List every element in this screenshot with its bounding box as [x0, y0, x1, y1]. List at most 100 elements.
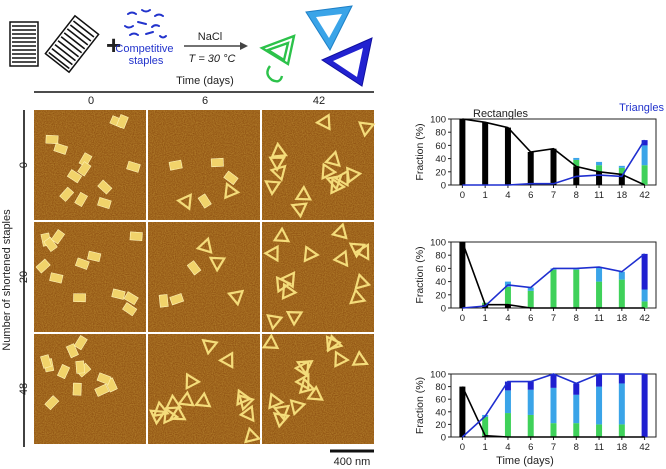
- y-tick-label: 40: [435, 154, 446, 165]
- bar-segment-1: [550, 148, 557, 185]
- temperature-label: T = 30 °C: [189, 53, 236, 65]
- x-tick-label: 0: [460, 313, 465, 324]
- competitive-staples-line-2: staples: [129, 55, 164, 67]
- salt-label: NaCl: [198, 31, 222, 43]
- trend-line-2: [461, 373, 645, 438]
- column-label-6: 6: [202, 95, 208, 107]
- afm-image-r2-c0: [34, 334, 146, 444]
- bar-segment-2: [641, 301, 648, 308]
- bar-segment-2: [596, 165, 603, 172]
- bar-segment-4: [641, 374, 648, 437]
- bar-segment-4: [527, 381, 534, 390]
- x-tick-label: 7: [551, 190, 556, 201]
- bar-segment-3: [550, 387, 557, 424]
- y-tick-label: 80: [435, 251, 446, 262]
- bar-segment-4: [641, 253, 648, 290]
- y-tick-label: 100: [430, 238, 446, 249]
- rectangles-annotation: Rectangles: [473, 108, 529, 120]
- x-tick-label: 18: [617, 190, 628, 201]
- x-tick-label: 18: [617, 313, 628, 324]
- y-tick-label: 0: [441, 181, 446, 192]
- y-tick-label: 80: [435, 382, 446, 393]
- bar-segment-4: [504, 381, 511, 391]
- afm-image-r2-c1: [148, 334, 262, 444]
- bar-segment-1: [459, 242, 466, 308]
- x-tick-label: 6: [528, 313, 533, 324]
- y-tick-label: 0: [441, 304, 446, 315]
- x-tick-label: 6: [528, 442, 533, 453]
- y-tick-label: 60: [435, 141, 446, 152]
- bar-segment-3: [618, 165, 625, 168]
- bar-segment-3: [618, 271, 625, 280]
- trend-line-1: [462, 118, 645, 186]
- bar-segment-2: [596, 281, 603, 308]
- bar-segment-2: [618, 424, 625, 437]
- bar-segment-3: [641, 289, 648, 302]
- y-tick-label: 80: [435, 128, 446, 139]
- bar-segment-2: [482, 416, 489, 436]
- bar-segment-2: [618, 167, 625, 175]
- x-tick-label: 8: [574, 190, 579, 201]
- bar-segment-3: [527, 287, 534, 291]
- bar-segment-2: [618, 279, 625, 308]
- bar-segment-3: [596, 267, 603, 282]
- x-tick-label: 4: [505, 442, 510, 453]
- bar-segment-2: [641, 165, 648, 185]
- x-tick-label: 11: [594, 442, 604, 453]
- x-tick-label: 8: [574, 442, 579, 453]
- trend-line-1: [461, 241, 645, 309]
- bar-segment-3: [573, 157, 580, 160]
- bar-segment-3: [527, 389, 534, 415]
- green-folding-triangle-icon: [259, 34, 296, 83]
- x-tick-label: 1: [483, 313, 488, 324]
- chart-x-axis-label: Time (days): [496, 455, 554, 467]
- y-tick-label: 20: [435, 290, 446, 301]
- y-tick-label: 0: [441, 433, 446, 444]
- rotated-rectangle-origami-icon: [44, 14, 100, 74]
- bar-segment-4: [618, 374, 625, 384]
- bar-segment-2: [504, 413, 511, 437]
- row-label-0: 0: [18, 162, 30, 168]
- x-tick-label: 0: [460, 190, 465, 201]
- bar-segment-3: [504, 390, 511, 414]
- y-tick-label: 100: [430, 115, 446, 126]
- trend-line-1: [461, 386, 645, 438]
- x-tick-label: 6: [528, 190, 533, 201]
- x-tick-label: 4: [505, 313, 510, 324]
- afm-image-r0-c2: [262, 110, 376, 220]
- afm-image-r0-c1: [148, 110, 260, 220]
- light-blue-triangle-icon: [305, 5, 353, 52]
- x-tick-label: 1: [483, 442, 488, 453]
- bar-segment-4: [596, 374, 603, 387]
- x-tick-label: 42: [639, 190, 650, 201]
- afm-image-r1-c2: [262, 222, 374, 332]
- bar-segment-3: [641, 145, 648, 166]
- x-tick-label: 11: [594, 190, 604, 201]
- time-header: Time (days): [176, 75, 234, 87]
- afm-image-r2-c2: [261, 333, 374, 444]
- bar-segment-1: [459, 119, 466, 185]
- bar-segment-2: [550, 269, 557, 308]
- x-tick-label: 8: [574, 313, 579, 324]
- x-tick-label: 0: [460, 442, 465, 453]
- bar-segment-1: [527, 152, 534, 185]
- bar-segment-1: [504, 304, 511, 308]
- bar-segment-2: [504, 286, 511, 305]
- y-tick-label: 100: [430, 370, 446, 381]
- x-tick-label: 42: [639, 313, 650, 324]
- staples-icon: [124, 9, 167, 39]
- schematic: + Competitive staples NaCl T = 30 °C: [9, 5, 373, 87]
- x-tick-label: 18: [617, 442, 628, 453]
- x-tick-label: 7: [551, 442, 556, 453]
- x-tick-label: 4: [505, 190, 510, 201]
- bar-segment-2: [573, 159, 580, 167]
- x-tick-label: 7: [551, 313, 556, 324]
- y-tick-label: 60: [435, 264, 446, 275]
- afm-image-r1-c1: [148, 222, 260, 332]
- afm-image-r1-c0: [34, 222, 146, 332]
- bar-segment-2: [573, 269, 580, 308]
- chart-2: 0 20 40 60 80 100 Fraction (%) 0 1 4 6 7 8 11 18 42: [414, 238, 657, 324]
- bar-segment-1: [596, 171, 603, 185]
- x-tick-label: 1: [483, 190, 488, 201]
